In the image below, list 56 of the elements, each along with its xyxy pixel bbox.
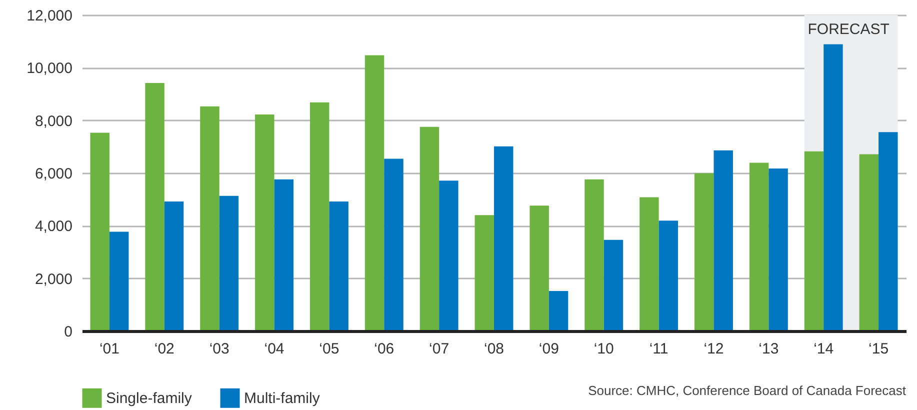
bar — [420, 126, 440, 331]
x-tick-label: ‘03 — [209, 340, 230, 358]
bar — [878, 132, 898, 331]
band-label: FORECAST — [808, 21, 890, 38]
x-tick-label: ‘08 — [484, 340, 504, 358]
bar — [200, 106, 220, 331]
bar — [824, 44, 843, 331]
x-tick-label: ‘10 — [594, 340, 614, 358]
bar — [164, 201, 184, 331]
y-tick-label: 6,000 — [34, 166, 72, 182]
bar — [494, 146, 514, 331]
bar — [474, 215, 494, 331]
bar — [640, 197, 659, 331]
y-tick-label: 8,000 — [34, 112, 72, 130]
y-tick-label: 12,000 — [26, 8, 72, 24]
bar — [329, 201, 348, 331]
x-tick-label: ‘14 — [814, 340, 834, 358]
x-tick-label: ‘11 — [649, 340, 668, 358]
bar — [439, 180, 458, 331]
bar — [749, 162, 769, 331]
y-tick-label: 2,000 — [34, 270, 72, 288]
x-tick-label: ‘07 — [429, 340, 450, 358]
bar — [768, 168, 788, 331]
bar — [384, 158, 404, 331]
x-tick-label: ‘02 — [154, 340, 174, 358]
y-tick-label: 4,000 — [34, 218, 72, 236]
bar — [604, 240, 624, 331]
bar — [584, 179, 604, 331]
bar — [530, 206, 549, 331]
source-note: Source: CMHC, Conference Board of Canada Forecast — [588, 383, 906, 398]
bar — [310, 102, 330, 331]
bar — [145, 82, 164, 331]
x-tick-label: ‘15 — [868, 340, 889, 358]
bar — [364, 55, 384, 331]
bar — [109, 232, 129, 331]
bar — [90, 132, 110, 331]
x-tick-label: ‘09 — [538, 340, 559, 358]
x-tick-label: ‘05 — [319, 340, 340, 358]
x-tick-label: ‘01 — [99, 340, 120, 358]
y-tick-label: 0 — [64, 324, 72, 340]
bar — [694, 173, 714, 331]
bar — [859, 154, 879, 331]
bar — [255, 114, 274, 331]
legend-label: Single-family — [106, 390, 192, 408]
bar — [548, 290, 568, 331]
x-tick-label: ‘06 — [374, 340, 394, 358]
bar — [658, 220, 678, 331]
x-tick-label: ‘12 — [704, 340, 724, 358]
x-tick-label: ‘13 — [758, 340, 779, 358]
y-tick-label: 10,000 — [26, 60, 72, 78]
bar — [274, 179, 294, 331]
bar — [219, 196, 239, 331]
bar — [714, 150, 733, 331]
legend-label: Multi-family — [244, 390, 320, 408]
x-tick-label: ‘04 — [264, 340, 284, 358]
bar — [804, 151, 824, 331]
